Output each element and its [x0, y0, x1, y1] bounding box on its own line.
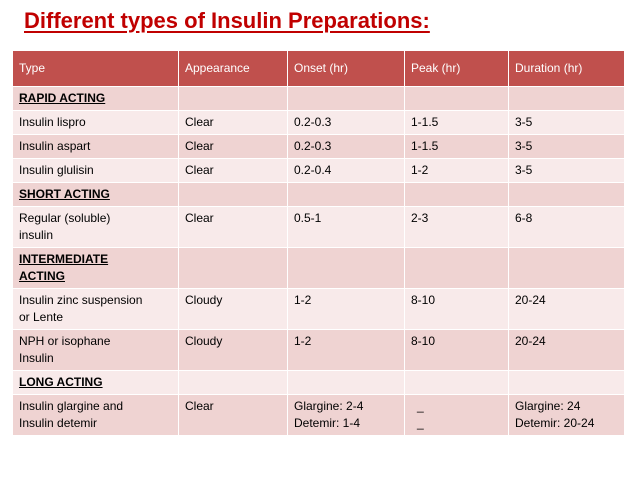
table-row: Insulin glargine and Insulin detemir Clear… — [12, 394, 625, 436]
header-appearance: Appearance — [178, 50, 288, 87]
header-onset: Onset (hr) — [287, 50, 405, 87]
header-row: Type Appearance Onset (hr) Peak (hr) Dur… — [12, 50, 625, 87]
cell-duration — [508, 370, 625, 395]
cell-peak — [404, 247, 509, 289]
cell-duration: 20-24 — [508, 288, 625, 330]
cell-duration: 3-5 — [508, 110, 625, 135]
cell-onset: 1-2 — [287, 288, 405, 330]
table-header: Type Appearance Onset (hr) Peak (hr) Dur… — [12, 50, 625, 87]
category-row: INTERMEDIATE ACTING — [12, 247, 625, 289]
table-row: Insulin zinc suspension or Lente Cloudy 1-2… — [12, 288, 625, 330]
header-type: Type — [12, 50, 179, 87]
page-title: Different types of Insulin Preparations: — [24, 8, 430, 33]
table-row: Insulin glulisin Clear 0.2-0.4 1-2 3-5 — [12, 158, 625, 183]
cell-type: Insulin glargine and Insulin detemir — [12, 394, 179, 436]
cell-appearance: Cloudy — [178, 329, 288, 371]
cell-appearance — [178, 370, 288, 395]
cell-peak: 8-10 — [404, 329, 509, 371]
cell-appearance: Clear — [178, 134, 288, 159]
table-body: RAPID ACTING Insulin lispro Clear 0.2-0.3 1-… — [12, 86, 625, 436]
cell-onset: 0.2-0.4 — [287, 158, 405, 183]
cell-onset: 0.5-1 — [287, 206, 405, 248]
cell-type: Insulin lispro — [12, 110, 179, 135]
cell-duration: 20-24 — [508, 329, 625, 371]
cell-peak: 8-10 — [404, 288, 509, 330]
cell-onset: Glargine: 2-4 Detemir: 1-4 — [287, 394, 405, 436]
cell-peak — [404, 182, 509, 207]
cell-duration — [508, 86, 625, 111]
cell-appearance: Clear — [178, 206, 288, 248]
cell-appearance: Cloudy — [178, 288, 288, 330]
table-row: Insulin lispro Clear 0.2-0.3 1-1.5 3-5 — [12, 110, 625, 135]
cell-onset: 1-2 — [287, 329, 405, 371]
category-label: RAPID ACTING — [12, 86, 179, 111]
cell-type: Regular (soluble) insulin — [12, 206, 179, 248]
table-row: Regular (soluble) insulin Clear 0.5-1 2-3 6-8 — [12, 206, 625, 248]
cell-duration: 3-5 — [508, 134, 625, 159]
cell-appearance: Clear — [178, 110, 288, 135]
header-duration: Duration (hr) — [508, 50, 625, 87]
cell-onset — [287, 182, 405, 207]
cell-onset: 0.2-0.3 — [287, 134, 405, 159]
cell-peak: 1-1.5 — [404, 110, 509, 135]
cell-duration: 3-5 — [508, 158, 625, 183]
category-label: SHORT ACTING — [12, 182, 179, 207]
cell-onset — [287, 247, 405, 289]
cell-peak: _ _ — [404, 394, 509, 436]
cell-peak — [404, 86, 509, 111]
cell-duration — [508, 247, 625, 289]
cell-duration — [508, 182, 625, 207]
category-label: INTERMEDIATE ACTING — [12, 247, 179, 289]
category-label: LONG ACTING — [12, 370, 179, 395]
cell-peak: 2-3 — [404, 206, 509, 248]
category-row: RAPID ACTING — [12, 86, 625, 111]
cell-appearance: Clear — [178, 158, 288, 183]
category-row: SHORT ACTING — [12, 182, 625, 207]
cell-duration: 6-8 — [508, 206, 625, 248]
cell-appearance — [178, 247, 288, 289]
cell-onset: 0.2-0.3 — [287, 110, 405, 135]
cell-duration: Glargine: 24 Detemir: 20-24 — [508, 394, 625, 436]
header-peak: Peak (hr) — [404, 50, 509, 87]
cell-appearance — [178, 182, 288, 207]
cell-peak — [404, 370, 509, 395]
cell-appearance — [178, 86, 288, 111]
cell-type: Insulin zinc suspension or Lente — [12, 288, 179, 330]
cell-peak: 1-2 — [404, 158, 509, 183]
cell-peak: 1-1.5 — [404, 134, 509, 159]
cell-onset — [287, 370, 405, 395]
insulin-table: Type Appearance Onset (hr) Peak (hr) Dur… — [12, 50, 625, 436]
cell-onset — [287, 86, 405, 111]
table-row: Insulin aspart Clear 0.2-0.3 1-1.5 3-5 — [12, 134, 625, 159]
table-row: NPH or isophane Insulin Cloudy 1-2 8-10 20-24 — [12, 329, 625, 371]
cell-type: Insulin glulisin — [12, 158, 179, 183]
cell-appearance: Clear — [178, 394, 288, 436]
category-row: LONG ACTING — [12, 370, 625, 395]
cell-type: Insulin aspart — [12, 134, 179, 159]
cell-type: NPH or isophane Insulin — [12, 329, 179, 371]
